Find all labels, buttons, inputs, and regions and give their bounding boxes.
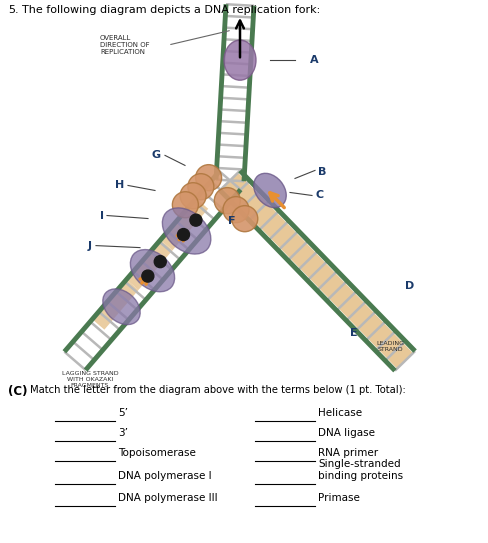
Text: F: F xyxy=(228,216,236,225)
Ellipse shape xyxy=(130,250,175,292)
Circle shape xyxy=(214,188,240,214)
Ellipse shape xyxy=(224,40,256,80)
Text: OVERALL
DIRECTION OF
REPLICATION: OVERALL DIRECTION OF REPLICATION xyxy=(100,35,150,55)
Text: DNA polymerase I: DNA polymerase I xyxy=(118,471,212,481)
Text: G: G xyxy=(152,150,161,160)
Text: H: H xyxy=(115,180,124,191)
Text: The following diagram depicts a DNA replication fork:: The following diagram depicts a DNA repl… xyxy=(22,5,320,15)
Circle shape xyxy=(196,165,222,191)
Text: 5’: 5’ xyxy=(118,408,128,418)
Ellipse shape xyxy=(163,208,211,254)
Text: (C): (C) xyxy=(8,385,27,398)
Text: 5.: 5. xyxy=(8,5,19,15)
Text: LAGGING STRAND
WITH OKAZAKI
FRAGMENTS: LAGGING STRAND WITH OKAZAKI FRAGMENTS xyxy=(61,371,118,388)
Circle shape xyxy=(142,270,154,282)
Text: DNA ligase: DNA ligase xyxy=(318,428,375,438)
Circle shape xyxy=(154,256,166,268)
Text: J: J xyxy=(88,241,92,251)
Text: I: I xyxy=(100,211,104,220)
Circle shape xyxy=(180,182,206,209)
Ellipse shape xyxy=(103,289,140,325)
Circle shape xyxy=(223,197,249,223)
Text: B: B xyxy=(318,167,326,178)
Text: A: A xyxy=(310,55,319,65)
Text: RNA primer: RNA primer xyxy=(318,448,378,458)
Text: Helicase: Helicase xyxy=(318,408,362,418)
Text: 3’: 3’ xyxy=(118,428,128,438)
Text: Primase: Primase xyxy=(318,493,360,503)
Text: DNA polymerase III: DNA polymerase III xyxy=(118,493,218,503)
Text: D: D xyxy=(405,281,414,291)
Text: E: E xyxy=(350,328,358,338)
Circle shape xyxy=(232,206,258,232)
Circle shape xyxy=(190,214,202,226)
Text: Single-stranded
binding proteins: Single-stranded binding proteins xyxy=(318,459,403,481)
Circle shape xyxy=(172,192,198,218)
Text: Match the letter from the diagram above with the terms below (1 pt. Total):: Match the letter from the diagram above … xyxy=(30,385,406,395)
Circle shape xyxy=(188,174,214,200)
Text: LEADING
STRAND: LEADING STRAND xyxy=(376,341,404,352)
Circle shape xyxy=(178,229,189,241)
Text: Topoisomerase: Topoisomerase xyxy=(118,448,196,458)
Text: C: C xyxy=(315,191,323,200)
Ellipse shape xyxy=(254,173,286,207)
